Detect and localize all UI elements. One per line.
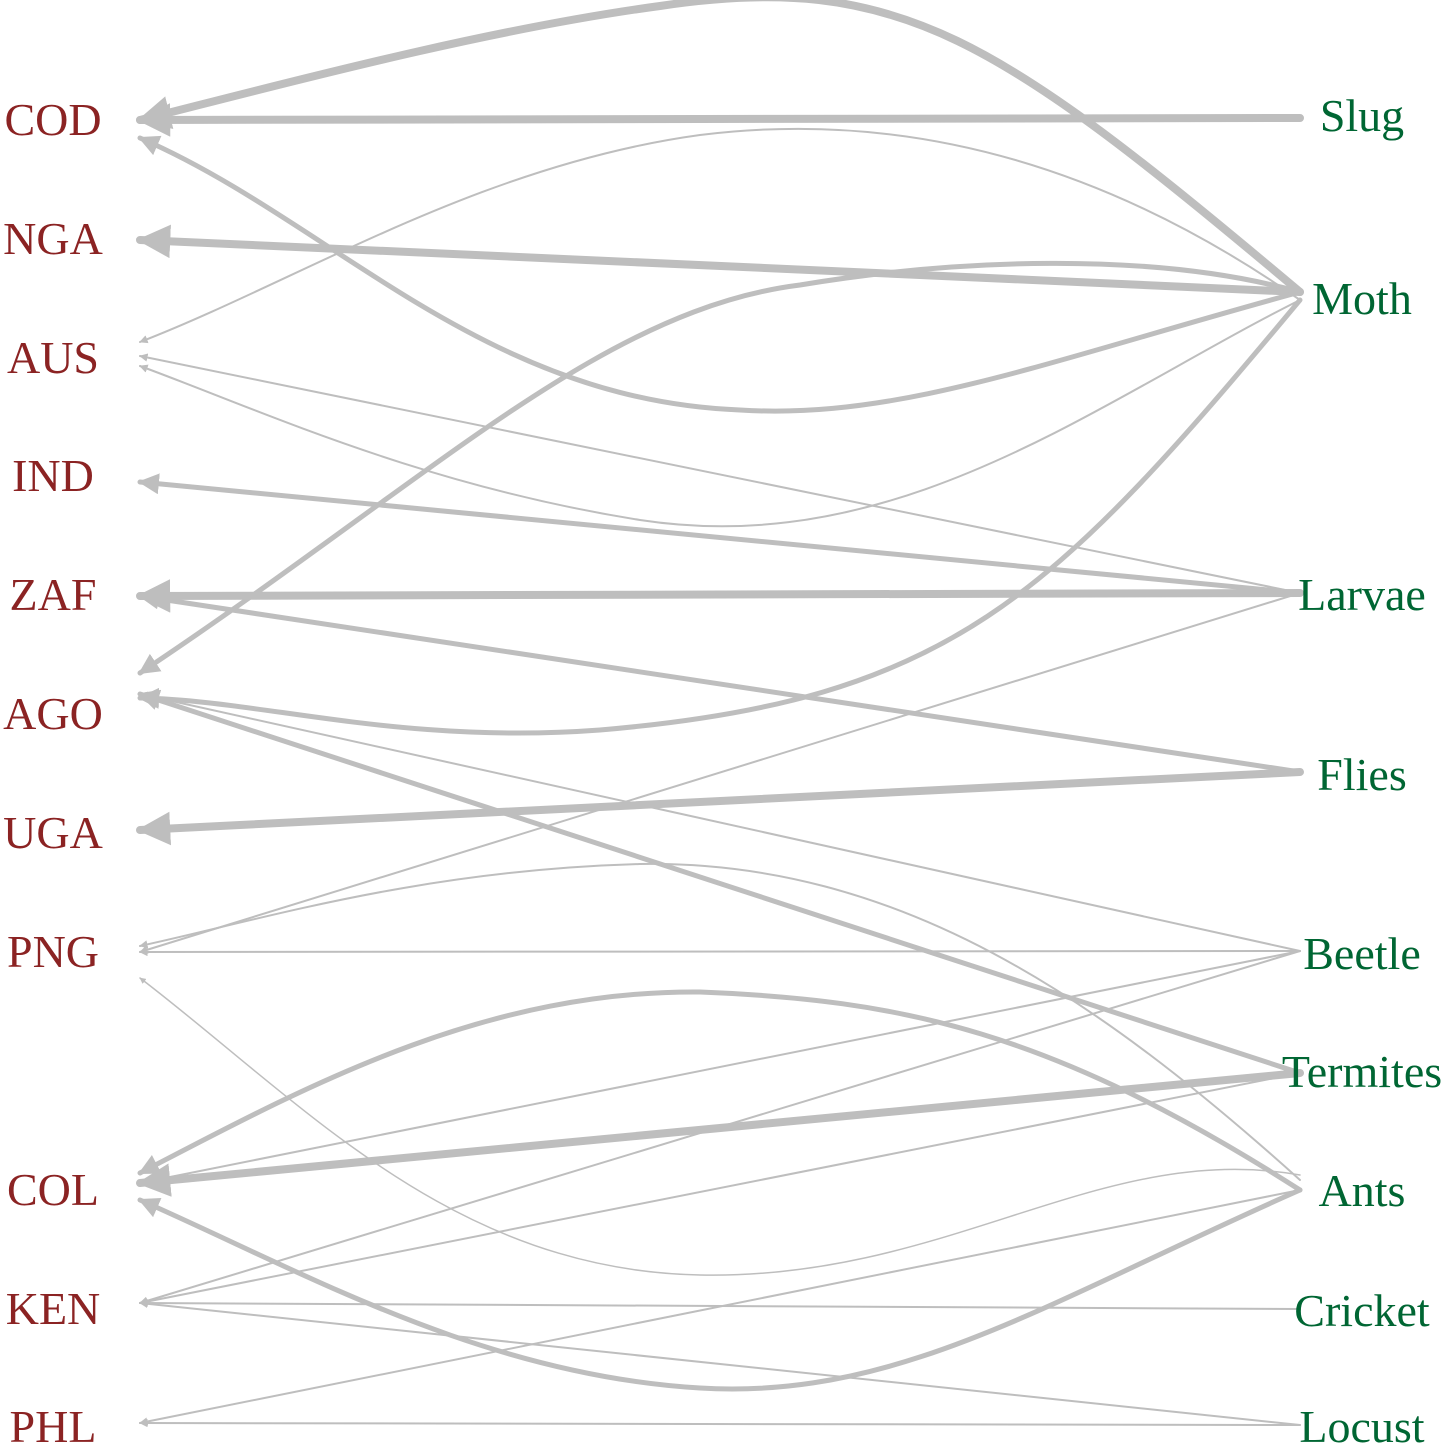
edge-larvae-png bbox=[139, 592, 1301, 954]
edge-locust-phl bbox=[139, 1418, 1301, 1428]
edge-moth-aus-curve bbox=[139, 299, 1301, 528]
edge-flies-zaf bbox=[137, 588, 1303, 775]
country-label-aus: AUS bbox=[7, 332, 99, 383]
country-label-uga: UGA bbox=[3, 807, 103, 858]
country-label-phl: PHL bbox=[10, 1401, 97, 1445]
edge-moth-cod bbox=[136, 0, 1304, 296]
insect-label-slug: Slug bbox=[1320, 90, 1404, 141]
edge-flies-uga bbox=[136, 768, 1304, 846]
edge-beetle-png bbox=[139, 947, 1301, 957]
country-label-cod: COD bbox=[4, 94, 101, 145]
country-label-nga: NGA bbox=[3, 213, 103, 264]
edge-moth-cod-curve bbox=[137, 135, 1303, 414]
edge-termites-ken bbox=[139, 1072, 1301, 1306]
insect-label-cricket: Cricket bbox=[1294, 1285, 1430, 1336]
insect-label-ants: Ants bbox=[1319, 1165, 1406, 1216]
edge-moth-aus bbox=[139, 127, 1301, 344]
edge-ants-png bbox=[139, 862, 1301, 1181]
edge-ants-col-curve bbox=[137, 1187, 1303, 1392]
edges-layer bbox=[136, 0, 1304, 1428]
labels-layer: COD NGA AUS IND ZAF AGO UGA PNG COL KEN … bbox=[3, 90, 1442, 1445]
country-label-zaf: ZAF bbox=[10, 569, 97, 620]
country-label-png: PNG bbox=[7, 926, 99, 977]
country-label-ind: IND bbox=[12, 450, 94, 501]
edge-ants-png-curve bbox=[139, 977, 1301, 1276]
insect-label-locust: Locust bbox=[1299, 1401, 1424, 1445]
edge-beetle-col bbox=[139, 950, 1301, 1186]
edge-locust-ken bbox=[139, 1299, 1301, 1426]
edge-moth-ago bbox=[137, 260, 1303, 676]
edge-larvae-aus bbox=[139, 353, 1301, 594]
edge-slug-cod bbox=[136, 103, 1304, 137]
insect-label-moth: Moth bbox=[1312, 273, 1412, 324]
edge-larvae-zaf bbox=[136, 579, 1304, 613]
insect-label-termites: Termites bbox=[1282, 1046, 1442, 1097]
country-label-ken: KEN bbox=[6, 1283, 101, 1334]
edge-cricket-ken bbox=[139, 1298, 1301, 1310]
edge-termites-ago bbox=[137, 689, 1303, 1076]
edge-moth-ago-curve bbox=[137, 297, 1303, 736]
insect-label-flies: Flies bbox=[1317, 749, 1406, 800]
edge-ants-col bbox=[137, 989, 1303, 1193]
country-label-col: COL bbox=[7, 1164, 99, 1215]
edge-larvae-ind bbox=[137, 473, 1303, 596]
edge-termites-col bbox=[136, 1069, 1304, 1197]
edge-beetle-ago bbox=[139, 691, 1301, 952]
country-label-ago: AGO bbox=[3, 688, 103, 739]
insect-label-larvae: Larvae bbox=[1298, 569, 1426, 620]
insect-label-beetle: Beetle bbox=[1303, 928, 1421, 979]
